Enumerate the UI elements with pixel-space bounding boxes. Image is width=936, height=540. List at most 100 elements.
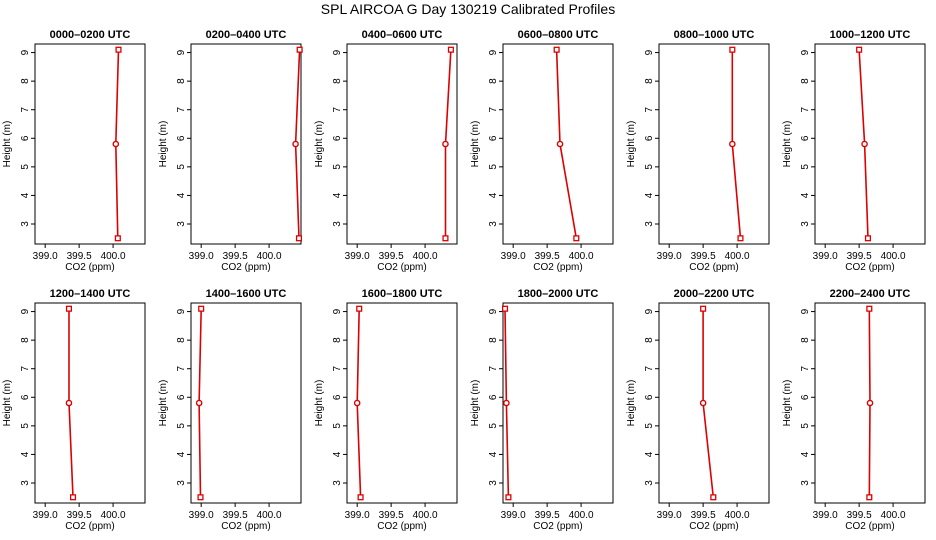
y-tick-label: 8 (800, 337, 811, 343)
y-tick-label: 3 (332, 480, 343, 486)
data-point (292, 140, 299, 148)
panel-11: 2200–2400 UTC 399.0 399.5 400.0 3 4 5 6 7 8 9 CO2 (… (782, 288, 926, 532)
y-tick-label: 5 (488, 423, 499, 429)
y-tick-label: 4 (332, 192, 343, 198)
y-tick-label: 6 (644, 394, 655, 400)
panel-0: 0000–0200 UTC 399.0 399.5 400.0 3 4 5 6 7 8 9 CO2 (… (2, 29, 146, 273)
x-tick-label: 399.0 (657, 510, 682, 521)
x-tick-label: 400.0 (881, 251, 906, 262)
y-tick-label: 4 (488, 192, 499, 198)
y-tick-label: 9 (488, 49, 499, 55)
y-tick-label: 4 (20, 451, 31, 457)
y-tick-label: 6 (488, 394, 499, 400)
x-axis-label: CO2 (ppm) (377, 262, 426, 273)
panel-2: 0400–0600 UTC 399.0 399.5 400.0 3 4 5 6 7 8 9 CO2 (… (314, 29, 458, 273)
panel-4: 0800–1000 UTC 399.0 399.5 400.0 3 4 5 6 7 8 9 CO2 (… (626, 29, 770, 273)
y-tick-label: 3 (20, 221, 31, 227)
x-tick-label: 399.0 (813, 251, 838, 262)
plot-frame (502, 43, 614, 245)
x-tick-label: 399.0 (189, 251, 214, 262)
y-tick-label: 6 (20, 394, 31, 400)
x-tick-label: 400.0 (569, 251, 594, 262)
y-tick-label: 8 (644, 337, 655, 343)
data-point (198, 305, 205, 312)
y-tick-label: 7 (332, 106, 343, 112)
panel-title: 2000–2200 UTC (674, 288, 755, 300)
y-tick-label: 4 (800, 192, 811, 198)
x-tick-label: 399.5 (535, 510, 560, 521)
y-axis-label: Height (m) (626, 380, 637, 427)
panel-6: 1200–1400 UTC 399.0 399.5 400.0 3 4 5 6 7 8 9 CO2 (… (2, 288, 146, 532)
y-tick-label: 7 (800, 365, 811, 371)
x-tick-label: 399.0 (33, 510, 58, 521)
y-tick-label: 9 (20, 49, 31, 55)
plot-frame (346, 302, 458, 504)
data-point (353, 399, 361, 407)
y-axis-label: Height (m) (626, 121, 637, 168)
y-tick-label: 6 (488, 135, 499, 141)
y-tick-label: 5 (800, 164, 811, 170)
figure-title: SPL AIRCOA G Day 130219 Calibrated Profi… (321, 1, 615, 17)
y-tick-label: 9 (332, 49, 343, 55)
data-point (357, 494, 364, 501)
y-tick-label: 6 (332, 135, 343, 141)
x-tick-label: 400.0 (413, 510, 438, 521)
y-tick-label: 7 (488, 365, 499, 371)
y-tick-label: 8 (176, 78, 187, 84)
y-tick-label: 7 (332, 365, 343, 371)
y-tick-label: 3 (644, 480, 655, 486)
x-axis-label: CO2 (ppm) (221, 521, 270, 532)
data-point (356, 305, 363, 312)
x-tick-label: 400.0 (101, 510, 126, 521)
y-tick-label: 8 (488, 337, 499, 343)
y-axis-label: Height (m) (314, 380, 325, 427)
y-tick-label: 8 (176, 337, 187, 343)
panel-title: 1200–1400 UTC (50, 288, 131, 300)
x-tick-label: 399.5 (691, 510, 716, 521)
data-point (729, 140, 736, 148)
panel-title: 0600–0800 UTC (518, 29, 599, 41)
panel-title: 0400–0600 UTC (362, 29, 443, 41)
x-tick-label: 400.0 (413, 251, 438, 262)
y-tick-label: 4 (332, 451, 343, 457)
x-tick-label: 399.5 (691, 251, 716, 262)
data-point (296, 46, 303, 53)
y-tick-label: 7 (20, 365, 31, 371)
x-tick-label: 399.5 (379, 510, 404, 521)
y-tick-label: 4 (644, 451, 655, 457)
y-tick-label: 3 (488, 480, 499, 486)
y-tick-label: 8 (488, 78, 499, 84)
x-axis-label: CO2 (ppm) (65, 521, 114, 532)
y-tick-label: 8 (20, 337, 31, 343)
y-tick-label: 3 (644, 221, 655, 227)
x-tick-label: 399.5 (223, 510, 248, 521)
x-tick-label: 399.5 (535, 251, 560, 262)
y-tick-label: 6 (800, 135, 811, 141)
x-tick-label: 399.0 (345, 510, 370, 521)
y-tick-label: 5 (176, 423, 187, 429)
y-tick-label: 9 (332, 308, 343, 314)
y-axis-label: Height (m) (158, 380, 169, 427)
x-axis-label: CO2 (ppm) (221, 262, 270, 273)
y-tick-label: 8 (20, 78, 31, 84)
x-tick-label: 399.0 (189, 510, 214, 521)
x-axis-label: CO2 (ppm) (533, 262, 582, 273)
data-point (699, 399, 707, 407)
data-point (553, 46, 560, 53)
y-tick-label: 3 (488, 221, 499, 227)
data-point (505, 494, 512, 501)
panel-3: 0600–0800 UTC 399.0 399.5 400.0 3 4 5 6 7 8 9 CO2 (… (470, 29, 614, 273)
y-tick-label: 7 (644, 365, 655, 371)
x-tick-label: 400.0 (725, 251, 750, 262)
panel-title: 0800–1000 UTC (674, 29, 755, 41)
y-tick-label: 5 (332, 164, 343, 170)
data-point (114, 235, 121, 242)
data-point (65, 305, 73, 312)
x-tick-label: 400.0 (881, 510, 906, 521)
y-axis-label: Height (m) (2, 121, 13, 168)
x-axis-label: CO2 (ppm) (689, 262, 738, 273)
plot-frame (34, 43, 146, 245)
data-point (69, 494, 77, 501)
x-tick-label: 400.0 (725, 510, 750, 521)
y-tick-label: 5 (644, 164, 655, 170)
